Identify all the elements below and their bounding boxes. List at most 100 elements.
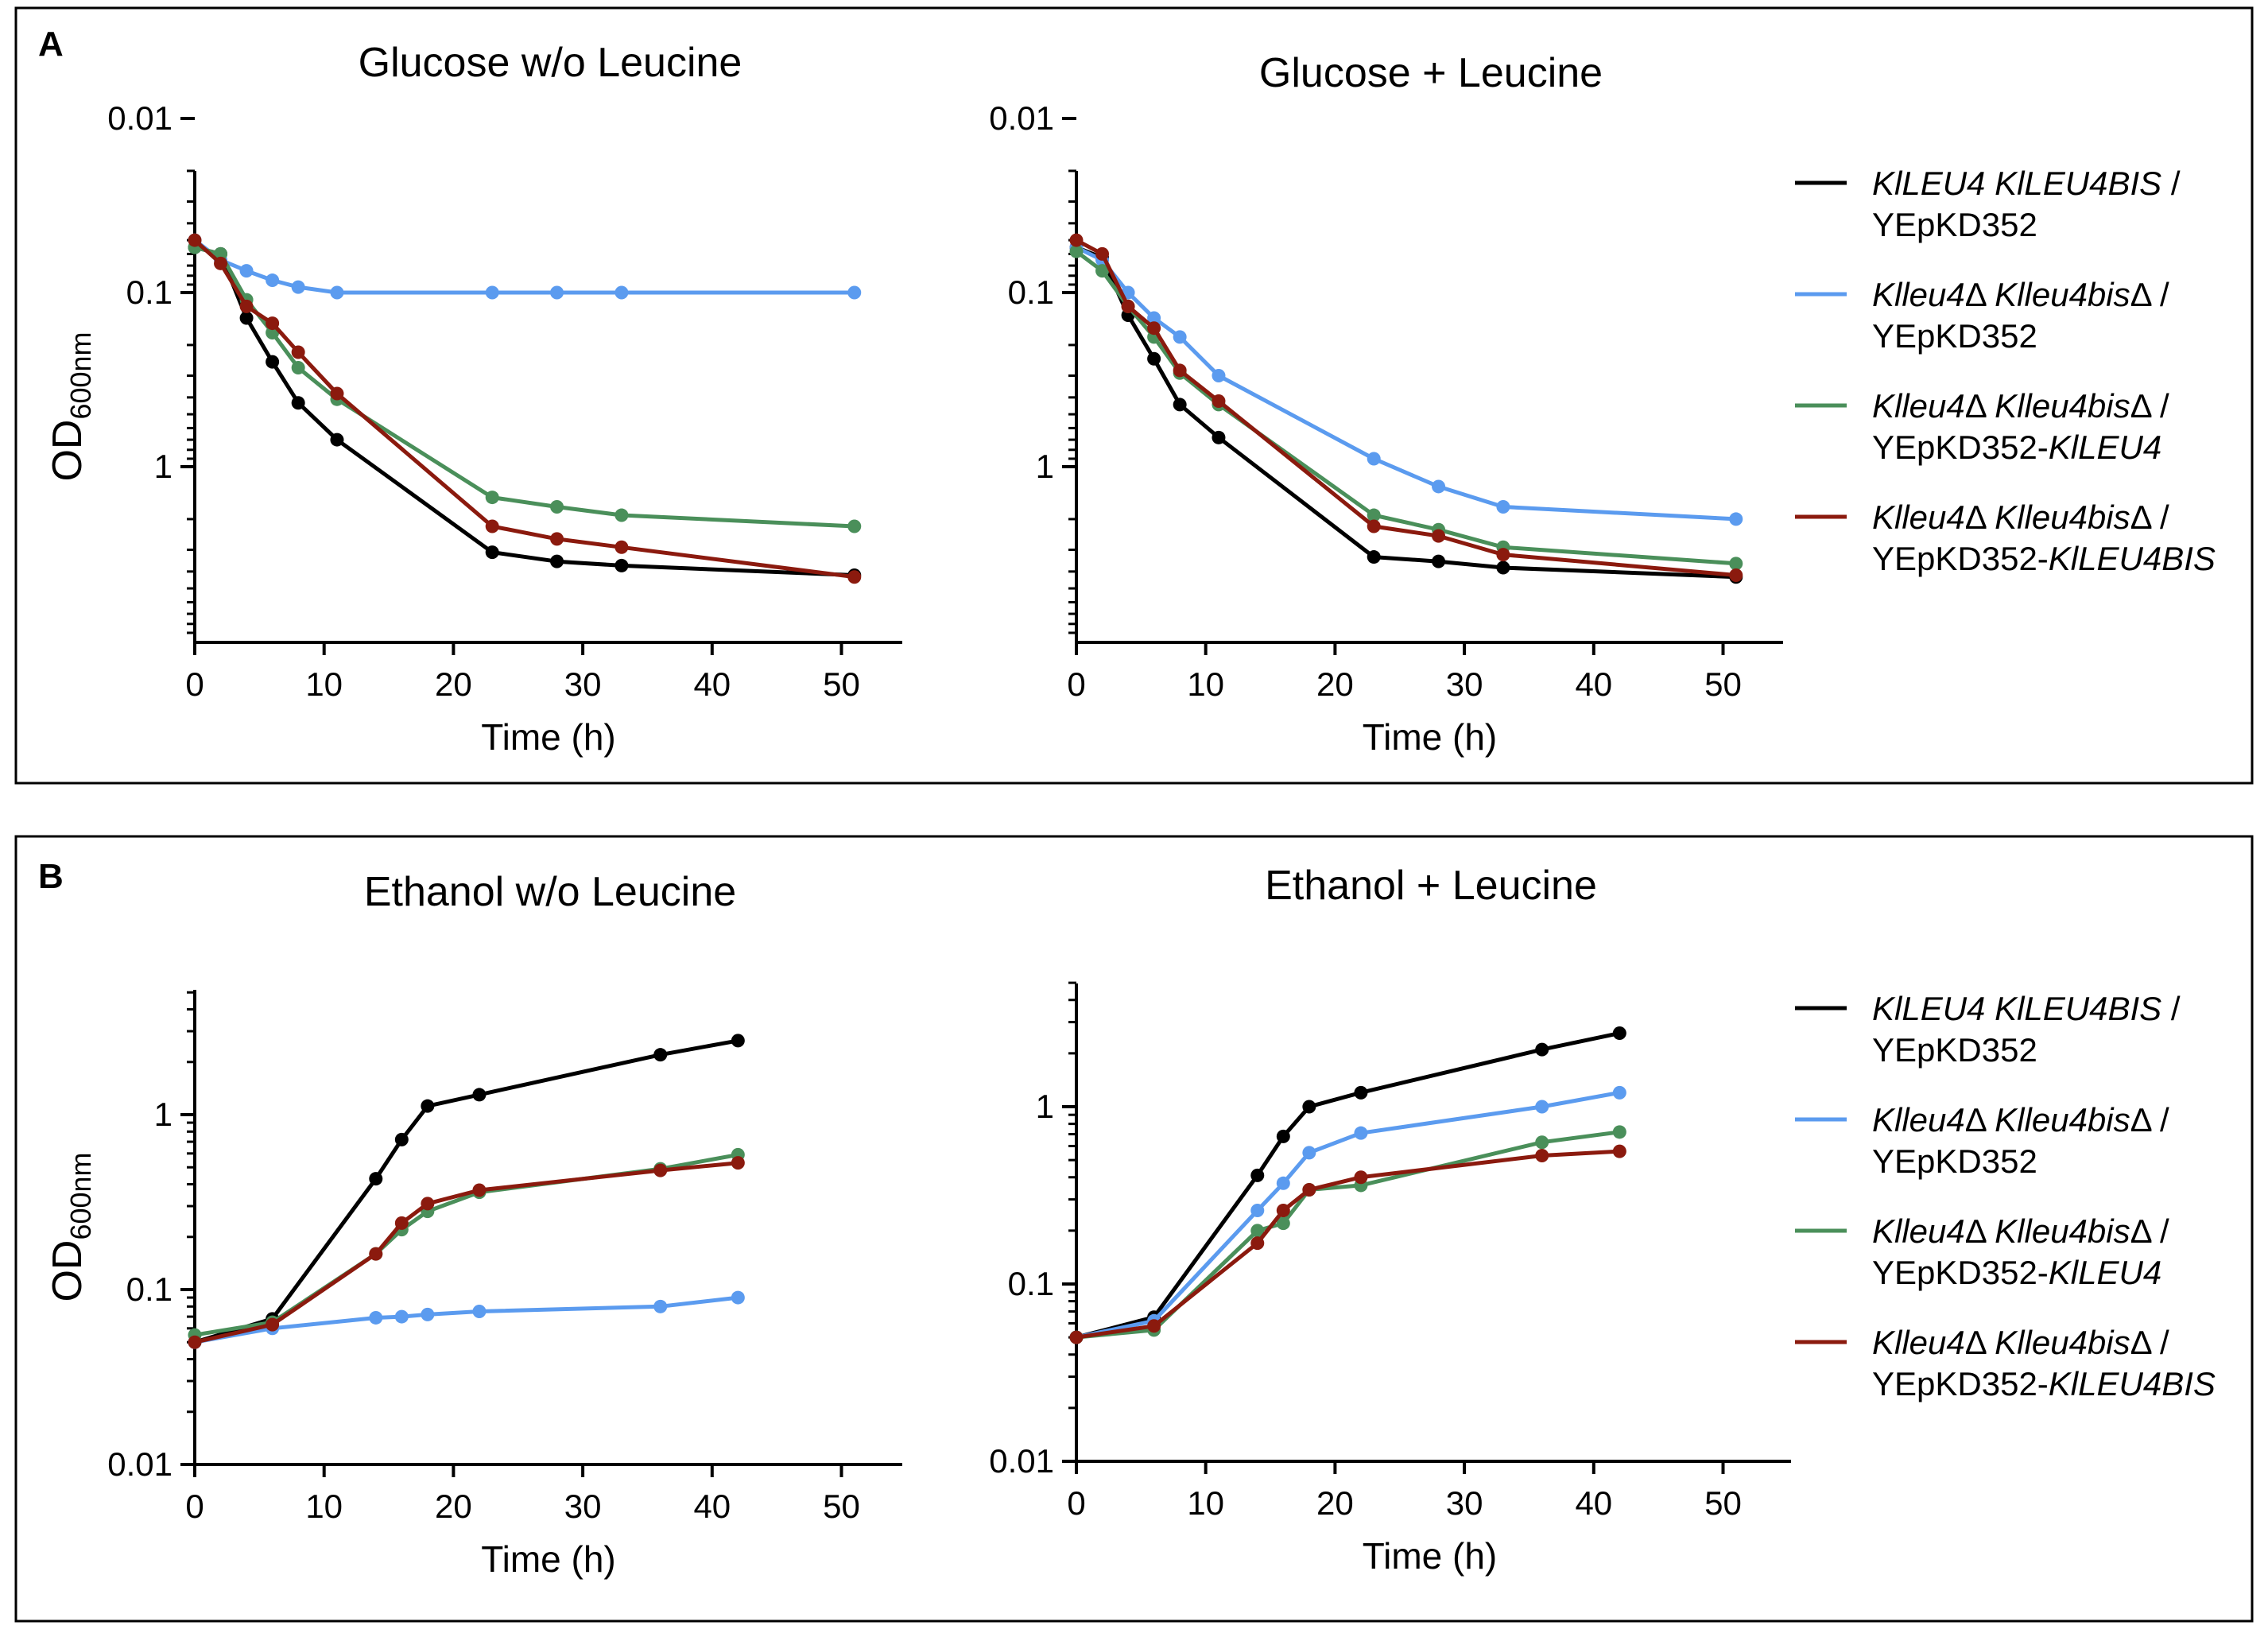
x-tick-label: 10	[1187, 665, 1224, 703]
data-point	[1147, 321, 1161, 336]
data-point	[731, 1290, 745, 1305]
x-tick-label: 30	[1446, 665, 1483, 703]
data-point	[1095, 264, 1110, 278]
series-line	[1076, 1149, 1620, 1340]
data-point	[653, 1299, 668, 1313]
data-point	[731, 1156, 745, 1170]
panel-a-letter: A	[38, 25, 64, 64]
data-point	[330, 386, 344, 401]
legend-text-part: Δ	[1965, 387, 1995, 425]
data-point	[1729, 512, 1743, 526]
data-point	[847, 285, 862, 300]
series-line	[194, 245, 855, 577]
data-point	[1095, 246, 1110, 261]
legend-text-part: Δ	[1965, 1212, 1995, 1250]
x-tick-label: 40	[1575, 665, 1612, 703]
data-point	[1212, 394, 1226, 408]
x-tick-label: 50	[823, 1488, 860, 1525]
x-axis-label: Time (h)	[1363, 716, 1498, 758]
data-point	[1612, 1026, 1626, 1040]
series-3	[1069, 244, 1743, 571]
legend-text: Klleu4Δ Klleu4bisΔ /	[1872, 1212, 2169, 1250]
legend-text-part: Δ /	[2130, 1324, 2169, 1361]
y-axis-label-sub: 600nm	[64, 1152, 97, 1239]
data-point	[1250, 1224, 1265, 1238]
data-point	[550, 532, 564, 546]
legend-text: YEpKD352	[1872, 206, 2037, 243]
data-point	[394, 1216, 409, 1230]
legend-entry: Klleu4Δ Klleu4bisΔ / YEpKD352-KlLEU4	[1795, 387, 2169, 466]
legend-text-part: KlLEU4 KlLEU4BIS	[1872, 990, 2161, 1027]
legend-text-part: Klleu4bis	[1995, 1212, 2130, 1250]
legend-entry: KlLEU4 KlLEU4BIS / YEpKD352	[1795, 165, 2181, 243]
data-point	[1496, 561, 1510, 575]
legend-text: KlLEU4 KlLEU4BIS /	[1872, 990, 2181, 1027]
legend-text-part: Δ /	[2130, 1212, 2169, 1250]
data-point	[369, 1172, 383, 1186]
series-line	[1075, 238, 1737, 577]
legend-text-part: YEpKD352	[1872, 317, 2037, 355]
legend-text: Klleu4Δ Klleu4bisΔ /	[1872, 276, 2169, 313]
legend-text: YEpKD352-KlLEU4	[1872, 429, 2161, 466]
y-tick-label: 1	[1036, 448, 1054, 485]
data-point	[1432, 479, 1446, 494]
x-tick-label: 0	[185, 1488, 204, 1525]
legend-text-part: YEpKD352	[1872, 1031, 2037, 1069]
data-point	[614, 285, 629, 300]
legend-text-part: Δ /	[2130, 1101, 2169, 1139]
legend-text-part: Δ	[1965, 276, 1995, 313]
data-point	[1367, 519, 1381, 533]
data-point	[214, 256, 228, 270]
series-2	[188, 1290, 745, 1349]
data-point	[1276, 1129, 1290, 1143]
legends-layer: KlLEU4 KlLEU4BIS / YEpKD352 Klleu4Δ Klleu4…	[1795, 165, 2216, 1402]
legend-text-part: /	[2161, 990, 2181, 1027]
series-line	[1076, 245, 1736, 580]
data-point	[472, 1183, 487, 1197]
x-axis-label: Time (h)	[1363, 1535, 1498, 1577]
legend-text-part: KlLEU4 KlLEU4BIS	[1872, 165, 2161, 202]
x-tick-label: 50	[1704, 1484, 1742, 1522]
data-point	[394, 1309, 409, 1324]
chart-title: Ethanol w/o Leucine	[364, 869, 736, 915]
data-point	[1302, 1100, 1316, 1114]
data-point	[1354, 1126, 1368, 1140]
legend-entry: Klleu4Δ Klleu4bisΔ /YEpKD352	[1795, 1101, 2169, 1180]
x-tick-label: 40	[693, 1488, 731, 1525]
data-point	[1302, 1146, 1316, 1160]
series-line	[194, 1295, 739, 1344]
data-point	[1367, 452, 1381, 466]
legend-text-part: YEpKD352-	[1872, 1254, 2049, 1291]
data-point	[421, 1099, 435, 1113]
data-point	[1302, 1182, 1316, 1197]
legend-text: KlLEU4 KlLEU4BIS /	[1872, 165, 2181, 202]
data-point	[291, 345, 305, 359]
legend-text-part: KlLEU4BIS	[2049, 540, 2216, 577]
series-line	[1076, 1130, 1620, 1340]
legend-text: Klleu4Δ Klleu4bisΔ /	[1872, 498, 2169, 536]
x-tick-label: 50	[1704, 665, 1742, 703]
x-tick-label: 40	[1575, 1484, 1612, 1522]
panel-b-letter: B	[38, 857, 64, 896]
data-point	[239, 299, 254, 313]
legend-text-part: KlLEU4BIS	[2049, 1365, 2216, 1402]
data-point	[472, 1088, 487, 1102]
series-4	[188, 233, 862, 584]
x-tick-label: 0	[185, 665, 204, 703]
legend-text: YEpKD352-KlLEU4	[1872, 1254, 2161, 1291]
x-tick-label: 10	[305, 1488, 343, 1525]
data-point	[421, 1307, 435, 1321]
data-point	[1276, 1216, 1290, 1231]
legend-text-part: YEpKD352	[1872, 206, 2037, 243]
data-point	[266, 1317, 280, 1332]
data-point	[1729, 568, 1743, 582]
data-point	[614, 508, 629, 522]
data-point	[1069, 1330, 1084, 1344]
data-point	[485, 491, 499, 505]
x-tick-label: 0	[1067, 665, 1085, 703]
data-point	[291, 360, 305, 374]
y-tick-label: 0.01	[989, 99, 1054, 137]
legend-text-part: YEpKD352	[1872, 1142, 2037, 1180]
